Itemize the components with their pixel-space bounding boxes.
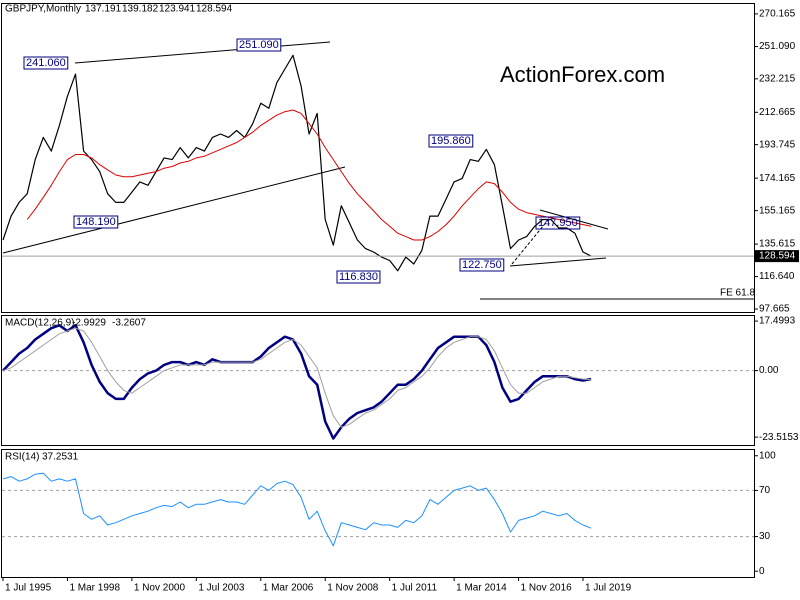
annotation-box xyxy=(23,56,69,70)
price-panel xyxy=(1,3,755,313)
trendline xyxy=(539,209,609,230)
annotation: 251.090 xyxy=(239,39,279,51)
watermark: ActionForex.com xyxy=(500,62,665,87)
annotation-box xyxy=(459,258,505,272)
rsi-panel xyxy=(1,449,755,578)
trendline xyxy=(74,41,331,64)
y-tick-label: 97.665 xyxy=(759,304,790,315)
macd-panel xyxy=(1,315,755,446)
y-tick-label: 0.00 xyxy=(759,365,779,376)
x-tick-label: 1 Jul 2011 xyxy=(392,583,438,594)
x-tick-label: 1 Nov 2000 xyxy=(134,583,186,594)
annotation: 122.750 xyxy=(462,259,502,271)
y-tick-label: 270.165 xyxy=(759,9,796,20)
y-tick-label: 212.665 xyxy=(759,107,796,118)
close: 128.594 xyxy=(196,4,233,15)
annotation-box xyxy=(73,215,119,229)
x-tick-label: 1 Nov 2008 xyxy=(327,583,379,594)
annotation-box xyxy=(236,38,282,52)
indicator-value: 37.2531 xyxy=(42,452,79,463)
indicator-value: -2.9929 xyxy=(72,318,106,329)
x-tick-label: 1 Mar 2006 xyxy=(263,583,314,594)
series-line xyxy=(2,324,592,440)
annotation-box xyxy=(428,134,474,148)
y-tick-label: 30 xyxy=(759,531,771,542)
fe-label: FE 61.8 xyxy=(720,288,755,299)
open: 137.191 xyxy=(85,4,122,15)
y-tick-label: 116.640 xyxy=(759,271,795,282)
indicator-title: MACD(12,26,9) xyxy=(5,318,74,329)
annotation: 116.830 xyxy=(339,271,378,283)
y-tick-label: 100 xyxy=(759,450,776,461)
y-tick-label: -23.5153 xyxy=(759,432,799,443)
trendline xyxy=(511,219,549,265)
x-tick-label: 1 Nov 2016 xyxy=(521,583,573,594)
indicator-value: -3.2607 xyxy=(112,318,146,329)
y-tick-label: 135.615 xyxy=(759,239,796,250)
high: 139.182 xyxy=(122,4,159,15)
series-line xyxy=(2,327,592,428)
annotation-box xyxy=(535,216,581,230)
annotation: 195.860 xyxy=(431,135,471,147)
current-price-label: 128.594 xyxy=(759,251,796,262)
annotation: 241.060 xyxy=(26,57,66,69)
indicator-title: RSI(14) xyxy=(5,452,39,463)
x-tick-label: 1 Mar 1998 xyxy=(69,583,120,594)
y-tick-label: 232.215 xyxy=(759,73,796,84)
annotation: 148.190 xyxy=(76,216,116,228)
current-price-box xyxy=(755,250,799,263)
y-tick-label: 17.4993 xyxy=(759,316,796,327)
x-tick-label: 1 Jul 2003 xyxy=(198,583,245,594)
y-tick-label: 251.090 xyxy=(759,41,796,52)
series-line xyxy=(2,54,592,272)
trendline xyxy=(2,166,346,254)
series-line xyxy=(26,109,592,241)
y-tick-label: 193.745 xyxy=(759,139,796,150)
symbol-title: GBPJPY,Monthly xyxy=(5,4,81,15)
trendline xyxy=(509,257,607,267)
low: 123.941 xyxy=(159,4,196,15)
series-line xyxy=(2,472,592,547)
x-tick-label: 1 Jul 1995 xyxy=(5,583,52,594)
x-tick-label: 1 Jul 2019 xyxy=(585,583,632,594)
annotation: 147.950 xyxy=(538,217,578,229)
annotation-box xyxy=(336,270,381,284)
y-tick-label: 155.165 xyxy=(759,205,796,216)
x-tick-label: 1 Mar 2014 xyxy=(456,583,507,594)
y-tick-label: 70 xyxy=(759,485,771,496)
y-tick-label: 0 xyxy=(759,566,765,577)
y-tick-label: 174.165 xyxy=(759,173,796,184)
